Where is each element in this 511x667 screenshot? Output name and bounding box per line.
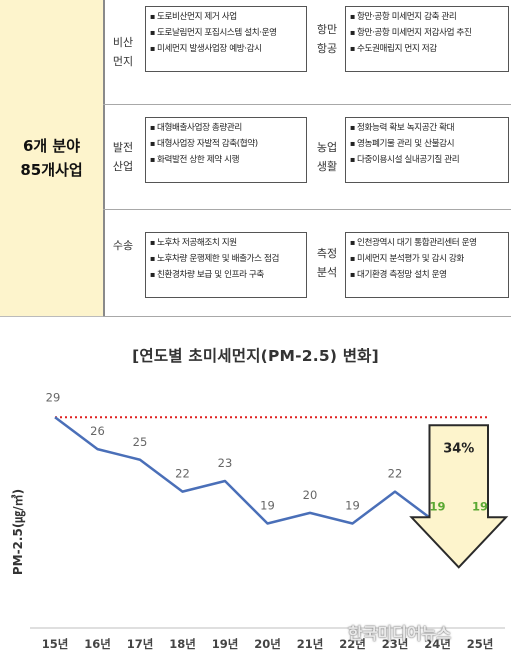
items-box-right: 인천광역시 대기 통합관리센터 운영 미세먼지 분석평가 및 감시 강화 대기환… (345, 232, 509, 298)
data-label: 22 (175, 467, 190, 481)
list-item: 정화능력 확보 녹지공간 확대 (350, 120, 504, 136)
list-item: 영농폐기물 관리 및 산불감시 (350, 136, 504, 152)
x-tick-label: 21년 (297, 637, 324, 651)
list-item: 화력발전 상한 제약 시행 (150, 152, 302, 168)
items-box-left: 노후차 저공해조치 지원 노후차량 운행제한 및 배출가스 점검 친환경차량 보… (145, 232, 307, 298)
data-label: 20 (303, 488, 318, 502)
data-label: 29 (46, 390, 61, 404)
chart-title: [연도별 초미세먼지(PM-2.5) 변화] (132, 347, 379, 365)
x-tick-label: 19년 (212, 637, 239, 651)
category-right: 농업 생활 (316, 141, 338, 173)
list-item: 다중이용시설 실내공기질 관리 (350, 152, 504, 168)
list-item: 미세먼지 분석평가 및 감시 강화 (350, 251, 504, 267)
list-item: 수도권매립지 먼지 저감 (350, 41, 504, 57)
data-label: 25 (133, 435, 148, 449)
x-tick-label: 16년 (84, 637, 111, 651)
items-box-left: 도로비산먼지 제거 사업 도로날림먼지 포집시스템 설치·운영 미세먼지 발생사… (145, 6, 307, 72)
category-left: 발전 산업 (112, 141, 134, 173)
summary-cell: 6개 분야 85개사업 (0, 0, 105, 317)
table-row: 수송 노후차 저공해조치 지원 노후차량 운행제한 및 배출가스 점검 친환경차… (103, 210, 511, 317)
annotation-label: 34% (443, 441, 474, 456)
category-left: 비산 먼지 (112, 36, 134, 68)
items-box-right: 항만·공항 미세먼지 감축 관리 항만·공항 미세먼지 저감사업 추진 수도권매… (345, 6, 509, 72)
list-item: 친환경차량 보급 및 인프라 구축 (150, 267, 302, 283)
list-item: 도로날림먼지 포집시스템 설치·운영 (150, 25, 302, 41)
items-box-left: 대형배출사업장 총량관리 대형사업장 자발적 감축(협약) 화력발전 상한 제약… (145, 117, 307, 183)
summary-line2: 85개사업 (20, 161, 83, 179)
list-item: 대형배출사업장 총량관리 (150, 120, 302, 136)
data-label: 19 (260, 499, 275, 513)
list-item: 대기환경 측정망 설치 운영 (350, 267, 504, 283)
category-left: 수송 (112, 238, 134, 252)
policy-table: 6개 분야 85개사업 비산 먼지 도로비산먼지 제거 사업 도로날림먼지 포집… (0, 0, 511, 318)
list-item: 도로비산먼지 제거 사업 (150, 9, 302, 25)
x-tick-label: 15년 (42, 637, 69, 651)
data-label: 22 (388, 467, 403, 481)
list-item: 인천광역시 대기 통합관리센터 운영 (350, 235, 504, 251)
x-tick-label: 17년 (127, 637, 154, 651)
x-tick-label: 22년 (339, 637, 366, 651)
data-label: 26 (90, 424, 105, 438)
list-item: 항만·공항 미세먼지 저감사업 추진 (350, 25, 504, 41)
table-row: 발전 산업 대형배출사업장 총량관리 대형사업장 자발적 감축(협약) 화력발전… (103, 105, 511, 210)
y-axis-label: PM-2.5(㎍/㎥) (10, 489, 26, 575)
data-label: 19 (345, 499, 360, 513)
data-label: 19 (472, 500, 488, 514)
data-label: 23 (218, 456, 233, 470)
decrease-arrow-icon (409, 424, 509, 569)
x-tick-label: 20년 (254, 637, 281, 651)
x-tick-label: 25년 (467, 637, 494, 651)
category-right: 항만 항공 (316, 23, 338, 55)
x-tick-label: 18년 (169, 637, 196, 651)
items-box-right: 정화능력 확보 녹지공간 확대 영농폐기물 관리 및 산불감시 다중이용시설 실… (345, 117, 509, 183)
summary-line1: 6개 분야 (22, 137, 81, 155)
list-item: 대형사업장 자발적 감축(협약) (150, 136, 302, 152)
x-tick-label: 23년 (382, 637, 409, 651)
watermark: 한국미디어뉴스 (348, 624, 452, 643)
series-line (54, 416, 480, 525)
category-right: 측정 분석 (316, 247, 338, 279)
data-label: 19 (429, 500, 445, 514)
table-row: 비산 먼지 도로비산먼지 제거 사업 도로날림먼지 포집시스템 설치·운영 미세… (103, 0, 511, 105)
list-item: 노후차량 운행제한 및 배출가스 점검 (150, 251, 302, 267)
pm25-line-chart: 34% 29 26 25 22 23 19 20 19 22 19 19 15년 16년 17년 18년 19년… (10, 390, 509, 651)
list-item: 미세먼지 발생사업장 예방·감시 (150, 41, 302, 57)
list-item: 항만·공항 미세먼지 감축 관리 (350, 9, 504, 25)
list-item: 노후차 저공해조치 지원 (150, 235, 302, 251)
x-tick-label: 24년 (424, 637, 451, 651)
